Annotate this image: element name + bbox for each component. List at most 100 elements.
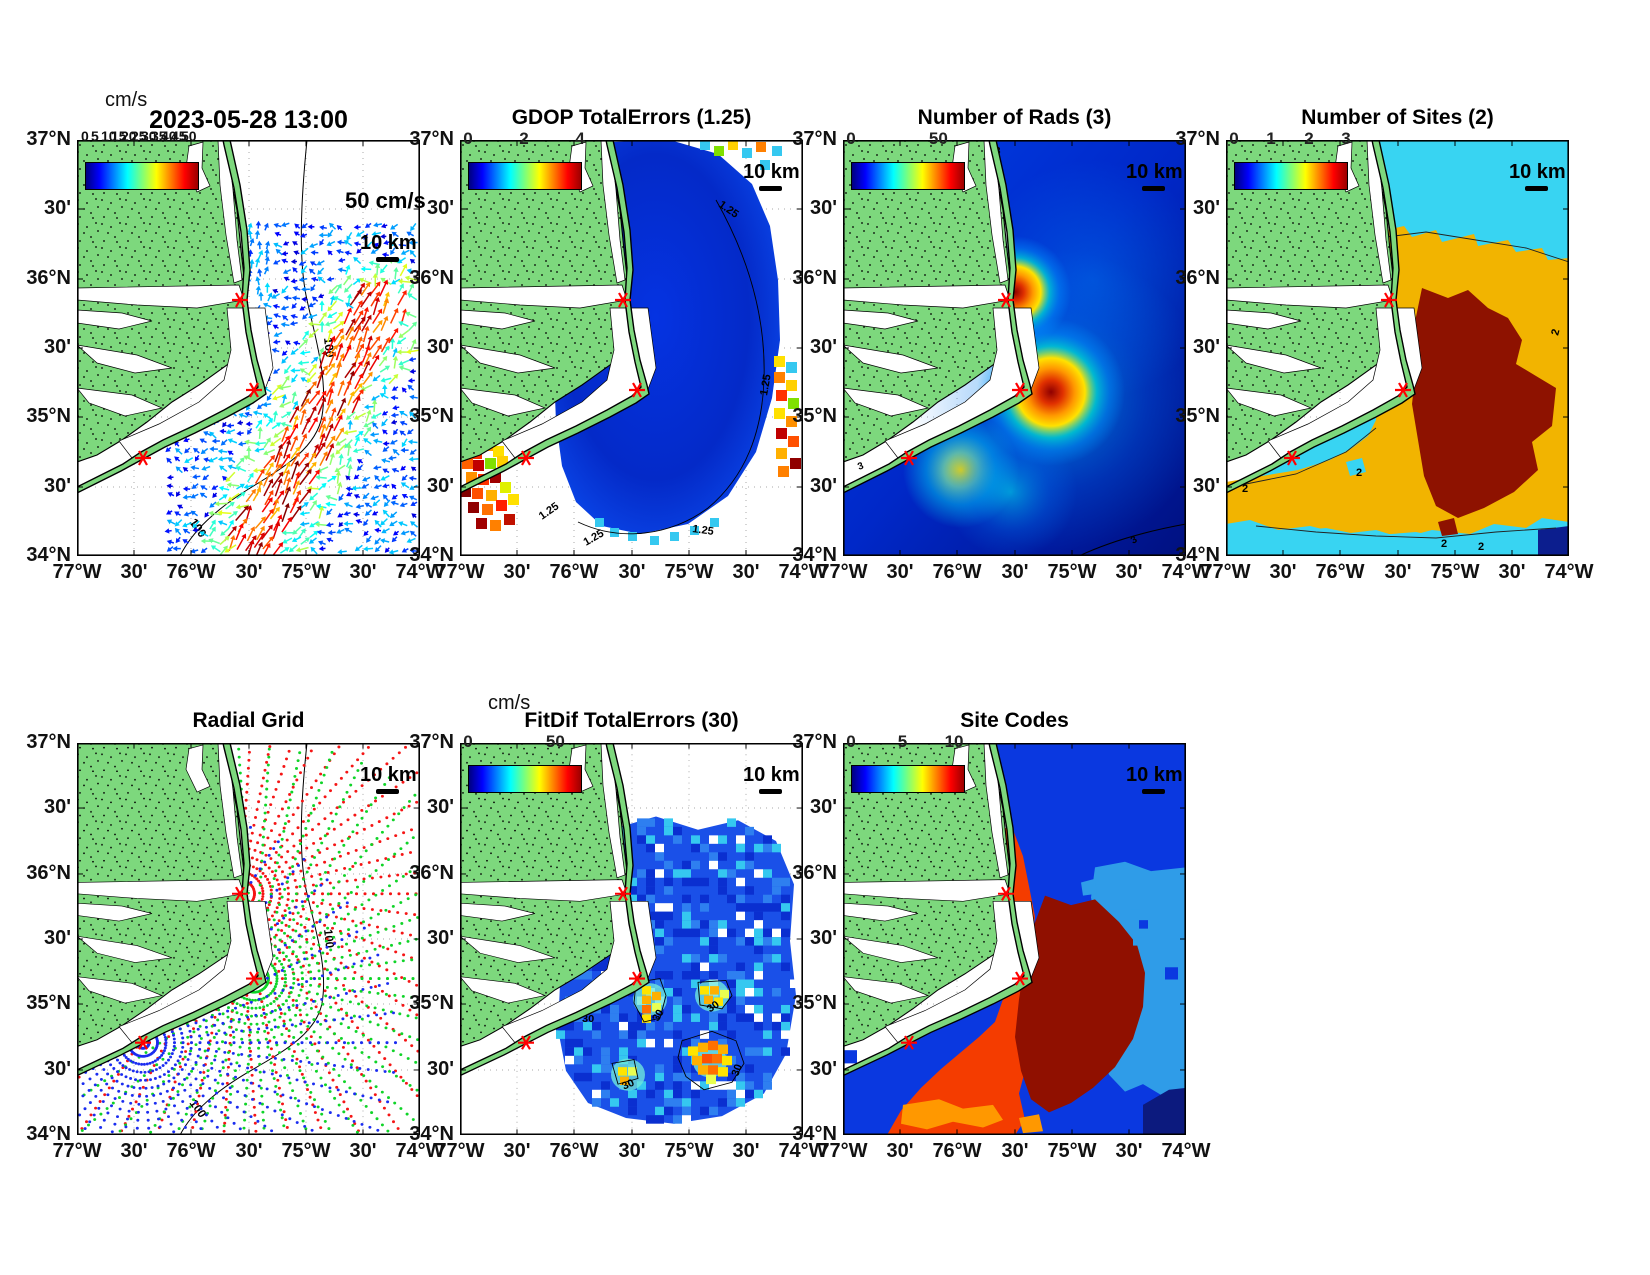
x-axis-tick-label: 75°W [1430,561,1480,583]
colorbar-tick: 0 [1229,129,1239,148]
y-axis-tick-label: 30' [43,197,71,219]
landmass [77,140,274,494]
y-axis-tick-label: 35°N [1175,405,1220,427]
y-axis-tick-label: 30' [1192,197,1220,219]
x-axis-tick-label: 76°W [166,561,216,583]
colorbar-tick: 10 [944,732,964,751]
reference-vector-label: 50 cm/s [345,188,426,213]
y-axis-tick-label: 37°N [792,731,837,753]
y-axis-tick-label: 30' [809,796,837,819]
y-axis-tick-label: 30' [43,796,71,819]
scale-bar [1142,186,1165,191]
radar-site-marker [629,971,645,986]
y-axis-tick-label: 30' [426,475,454,497]
colorbar [851,765,965,793]
x-axis-tick-label: 30' [349,1140,377,1162]
map-num-rads: 3333 [843,140,1186,556]
radar-site-marker [518,1035,534,1050]
x-axis-tick-label: 75°W [664,561,714,583]
x-axis-tick-label: 74°W [1161,1140,1211,1162]
radar-site-marker [1395,382,1411,398]
y-axis-tick-label: 34°N [792,544,837,566]
y-axis-tick-label: 37°N [26,128,71,150]
axes-frame [843,743,1186,1135]
scale-bar-label: 10 km [743,764,800,786]
axes-frame [460,140,803,556]
y-axis-tick-label: 30' [426,796,454,819]
y-axis-tick-label: 30' [43,927,71,949]
contour-label: 2 [1549,328,1562,337]
panel-num-rads: Number of Rads (3) 37°N 30' 36°N 30' 35°N 30' 3… [773,80,1246,606]
contour-label: 100 [186,1097,208,1120]
panel-fitdif: FitDif TotalErrors (30) cm/s 37°N 30' 36°N 30… [390,683,863,1185]
x-axis-tick-label: 30' [349,561,377,583]
landmass [460,140,657,494]
x-axis-tick-label: 77°W [52,561,102,583]
x-axis-tick-label: 74°W [778,1140,828,1162]
y-axis-tick-label: 35°N [792,992,837,1015]
y-axis-tick-label: 36°N [792,861,837,884]
map-gdop: 1.251.251.251.251.25 [460,140,803,556]
y-axis-tick-label: 34°N [409,544,454,566]
panel-num-sites: Number of Sites (2) 37°N 30' 36°N 30' 35°N 30'… [1156,80,1629,606]
scale-bar-label: 10 km [743,161,800,183]
colorbar-tick: 15 [111,128,127,144]
colorbar-tick-labels-overlapping: 0 5 10 15 20 25 30 35 40 45 50 [81,128,201,146]
sites-0-region [1538,526,1569,556]
y-axis-tick-label: 34°N [26,544,71,566]
contour-label: 30 [729,1063,745,1078]
panel-title: 2023-05-28 13:00 [149,106,348,134]
colorbar [85,162,199,190]
radar-site-marker [1012,382,1028,398]
x-axis-tick-label: 74°W [1544,561,1594,583]
y-axis-tick-label: 36°N [792,267,837,289]
colorbar-tick: 20 [121,128,137,144]
x-axis-tick-label: 30' [886,561,914,583]
contour-label: 1.25 [758,373,774,396]
contour-label: 1.25 [537,500,561,522]
sites-3-region [1412,288,1556,518]
axes-frame [1226,140,1569,556]
x-axis-tick-label: 75°W [1047,561,1097,583]
y-axis-tick-label: 36°N [26,861,71,884]
x-axis-tick-label: 30' [1384,561,1412,583]
colorbar-tick: 25 [131,128,147,144]
panel-title: Radial Grid [192,709,305,732]
colorbar-tick: 5 [91,128,99,144]
y-axis-tick-label: 37°N [26,731,71,753]
scale-bar [759,789,782,794]
colorbar-tick: 2 [519,129,529,148]
x-axis-tick-label: 30' [503,1140,531,1162]
scale-bar-label: 10 km [1126,764,1183,786]
x-axis-tick-label: 30' [1498,561,1526,583]
colorbar-tick: 1 [1266,129,1276,148]
y-axis-tick-label: 30' [426,197,454,219]
x-axis-tick-label: 30' [1115,561,1143,583]
contour-label: 1.25 [692,523,715,538]
radar-site-marker [246,382,262,398]
radar-site-marker [232,292,248,308]
y-axis-tick-label: 37°N [1175,128,1220,150]
radar-site-marker [615,292,631,308]
colorbar [1234,162,1348,190]
y-axis-tick-label: 30' [1192,475,1220,497]
contour-label: 2 [1478,541,1484,553]
scale-bar [376,257,399,262]
x-axis-tick-label: 77°W [818,1140,868,1162]
colorbar-tick: 0 [81,128,89,144]
y-axis-tick-label: 30' [809,475,837,497]
contour-label: 30 [650,1008,667,1024]
y-axis-tick-label: 36°N [26,267,71,289]
y-axis-tick-label: 36°N [409,267,454,289]
y-axis-tick-label: 36°N [409,861,454,884]
x-axis-tick-label: 30' [732,1140,760,1162]
colorbar-tick: 50 [181,128,197,144]
radar-site-marker [901,450,917,466]
radar-site-marker [1012,971,1028,986]
panel-radial-grid: Radial Grid 37°N 30' 36°N 30' 35°N 30' 34°N 77°W… [7,683,480,1185]
radar-site-marker [998,292,1014,308]
contour-label: 2 [1242,483,1248,495]
axes-frame [77,140,420,556]
